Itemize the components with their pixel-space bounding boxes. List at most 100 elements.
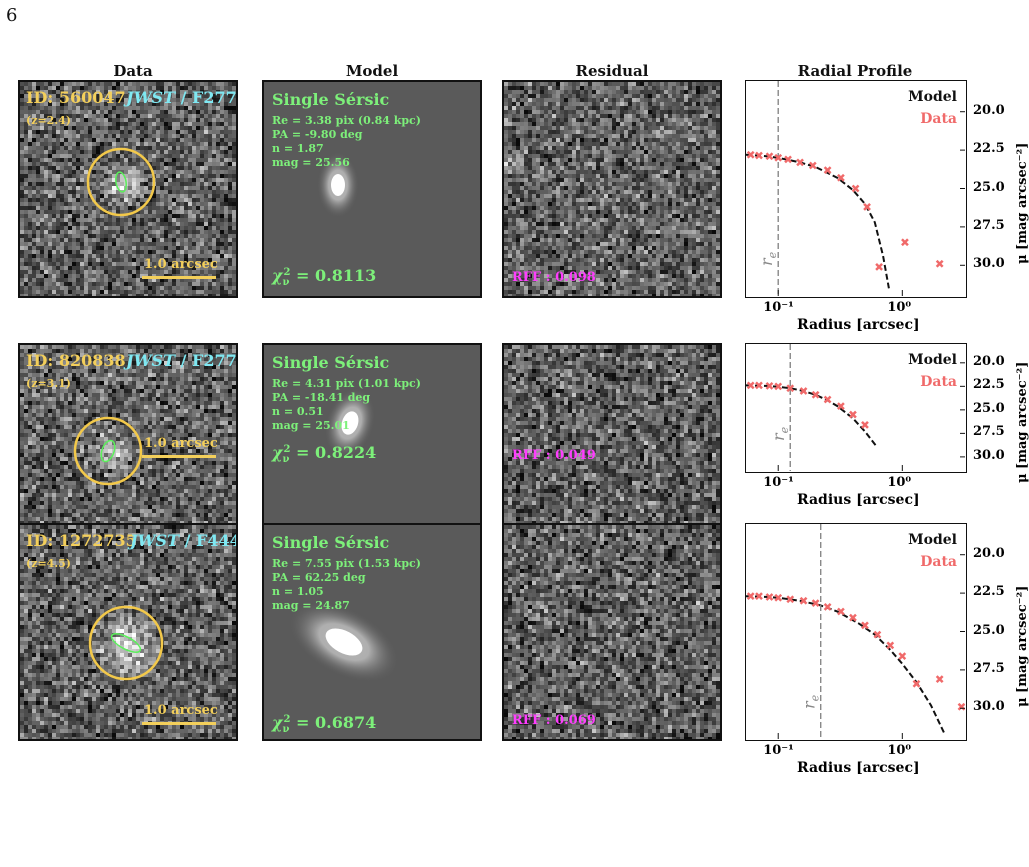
column-title-data: Data <box>113 62 153 80</box>
model-curve <box>745 595 946 735</box>
data-point <box>786 384 795 393</box>
radial-profile-plot: re Model Data <box>745 523 967 741</box>
y-tick-label: 22.5 <box>973 377 1005 393</box>
aperture-circle <box>86 147 156 217</box>
re-label: re <box>757 251 779 266</box>
instrument-name: JWST <box>130 531 179 550</box>
data-point <box>774 382 783 391</box>
data-point <box>786 595 795 604</box>
re-label-main: r <box>769 432 788 441</box>
data-point <box>861 421 869 429</box>
data-point <box>849 613 857 622</box>
noise-image <box>504 525 720 739</box>
re-label-subscript: e <box>809 694 822 701</box>
data-point <box>935 259 944 268</box>
chi-subscript: ν <box>282 454 290 466</box>
model-magnitude: mag = 25.01 <box>272 419 350 432</box>
chi-superscript: 2 <box>283 713 291 725</box>
model-magnitude: mag = 25.56 <box>272 156 350 169</box>
scale-bar <box>142 455 216 458</box>
data-point <box>837 402 845 410</box>
redshift-label: (z=2.4) <box>26 114 72 127</box>
chi-superscript: 2 <box>283 443 291 455</box>
chi-value: = 0.8224 <box>296 443 377 462</box>
data-image-panel: ID: 560047 JWST / F277W (z=2.4) 1.0 arcs… <box>18 80 238 298</box>
model-pa: PA = -18.41 deg <box>272 391 371 404</box>
data-point <box>823 603 832 611</box>
column-title-radial-profile: Radial Profile <box>797 62 913 80</box>
chi-symbol: χ <box>272 266 283 285</box>
data-point <box>837 607 845 616</box>
y-tick-label: 22.5 <box>973 584 1005 600</box>
y-tick-label: 22.5 <box>973 141 1005 157</box>
model-core <box>325 628 363 656</box>
radial-profile-svg: re Model Data <box>745 81 965 296</box>
instrument-filter: JWST / F444W <box>130 531 236 550</box>
chi-symbol: χ <box>272 443 283 462</box>
data-point <box>957 702 966 711</box>
y-tick-label: 27.5 <box>973 217 1005 233</box>
data-point <box>799 387 808 395</box>
reduced-chi-square: χν2 = 0.8113 <box>272 266 376 288</box>
legend-data: Data <box>920 554 957 570</box>
noise-pixels <box>504 82 720 296</box>
data-point <box>901 238 909 247</box>
y-tick-label: 30.0 <box>973 699 1005 715</box>
chi-symbol: χ <box>272 713 283 732</box>
model-magnitude: mag = 24.87 <box>272 599 350 612</box>
aperture-circle <box>88 605 164 681</box>
filter-name: / F277W <box>180 88 237 107</box>
model-title: Single Sérsic <box>272 533 390 552</box>
data-point <box>784 155 792 164</box>
model-image-panel: Single Sérsic Re = 7.55 pix (1.53 kpc) P… <box>262 523 482 741</box>
model-sersic-index: n = 0.51 <box>272 405 324 418</box>
noise-pixels <box>504 525 720 739</box>
noise-image <box>20 525 236 739</box>
instrument-filter: JWST / F277W <box>126 351 236 370</box>
data-point <box>875 262 883 271</box>
data-point <box>811 390 820 399</box>
y-tick-label: 30.0 <box>973 256 1005 272</box>
re-label: re <box>800 694 822 709</box>
legend-data: Data <box>920 111 957 127</box>
object-id: ID: 560047 <box>26 88 126 107</box>
sersic-ellipse <box>100 439 116 463</box>
rff-value: RFF : 0.049 <box>512 448 596 463</box>
model-image <box>317 152 359 218</box>
data-image-panel: ID: 1272735 JWST / F444W (z=4.5) 1.0 arc… <box>18 523 238 741</box>
re-label-main: r <box>800 700 819 709</box>
re-label: re <box>769 426 791 441</box>
redshift-label: (z=3.1) <box>26 377 72 390</box>
legend-data: Data <box>920 374 957 390</box>
y-tick-label: 30.0 <box>973 447 1005 463</box>
data-point <box>823 395 832 404</box>
data-point <box>823 166 832 174</box>
sersic-ellipse <box>110 633 142 653</box>
radial-profile-svg: re Model Data <box>745 344 965 471</box>
scale-bar <box>142 276 216 279</box>
instrument-filter: JWST / F277W <box>126 88 237 107</box>
model-core <box>331 174 345 196</box>
model-image <box>288 601 400 683</box>
data-point <box>849 410 857 419</box>
filter-name: / F444W <box>184 531 236 550</box>
data-point <box>851 184 860 193</box>
model-image <box>324 387 376 459</box>
data-point <box>796 158 804 167</box>
data-point <box>863 203 871 211</box>
data-point <box>755 592 763 601</box>
noise-pixels <box>20 82 236 296</box>
data-point <box>935 675 944 683</box>
scale-label: 1.0 arcsec <box>144 257 218 272</box>
model-title: Single Sérsic <box>272 353 390 372</box>
model-pa: PA = 62.25 deg <box>272 571 366 584</box>
column-title-model: Model <box>345 62 399 80</box>
data-point <box>774 153 783 162</box>
legend-model: Model <box>908 89 957 105</box>
model-core <box>341 411 359 435</box>
model-re: Re = 3.38 pix (0.84 kpc) <box>272 114 421 127</box>
data-point <box>873 630 882 639</box>
data-point <box>746 150 755 159</box>
data-point <box>765 152 774 161</box>
data-point <box>837 173 845 182</box>
